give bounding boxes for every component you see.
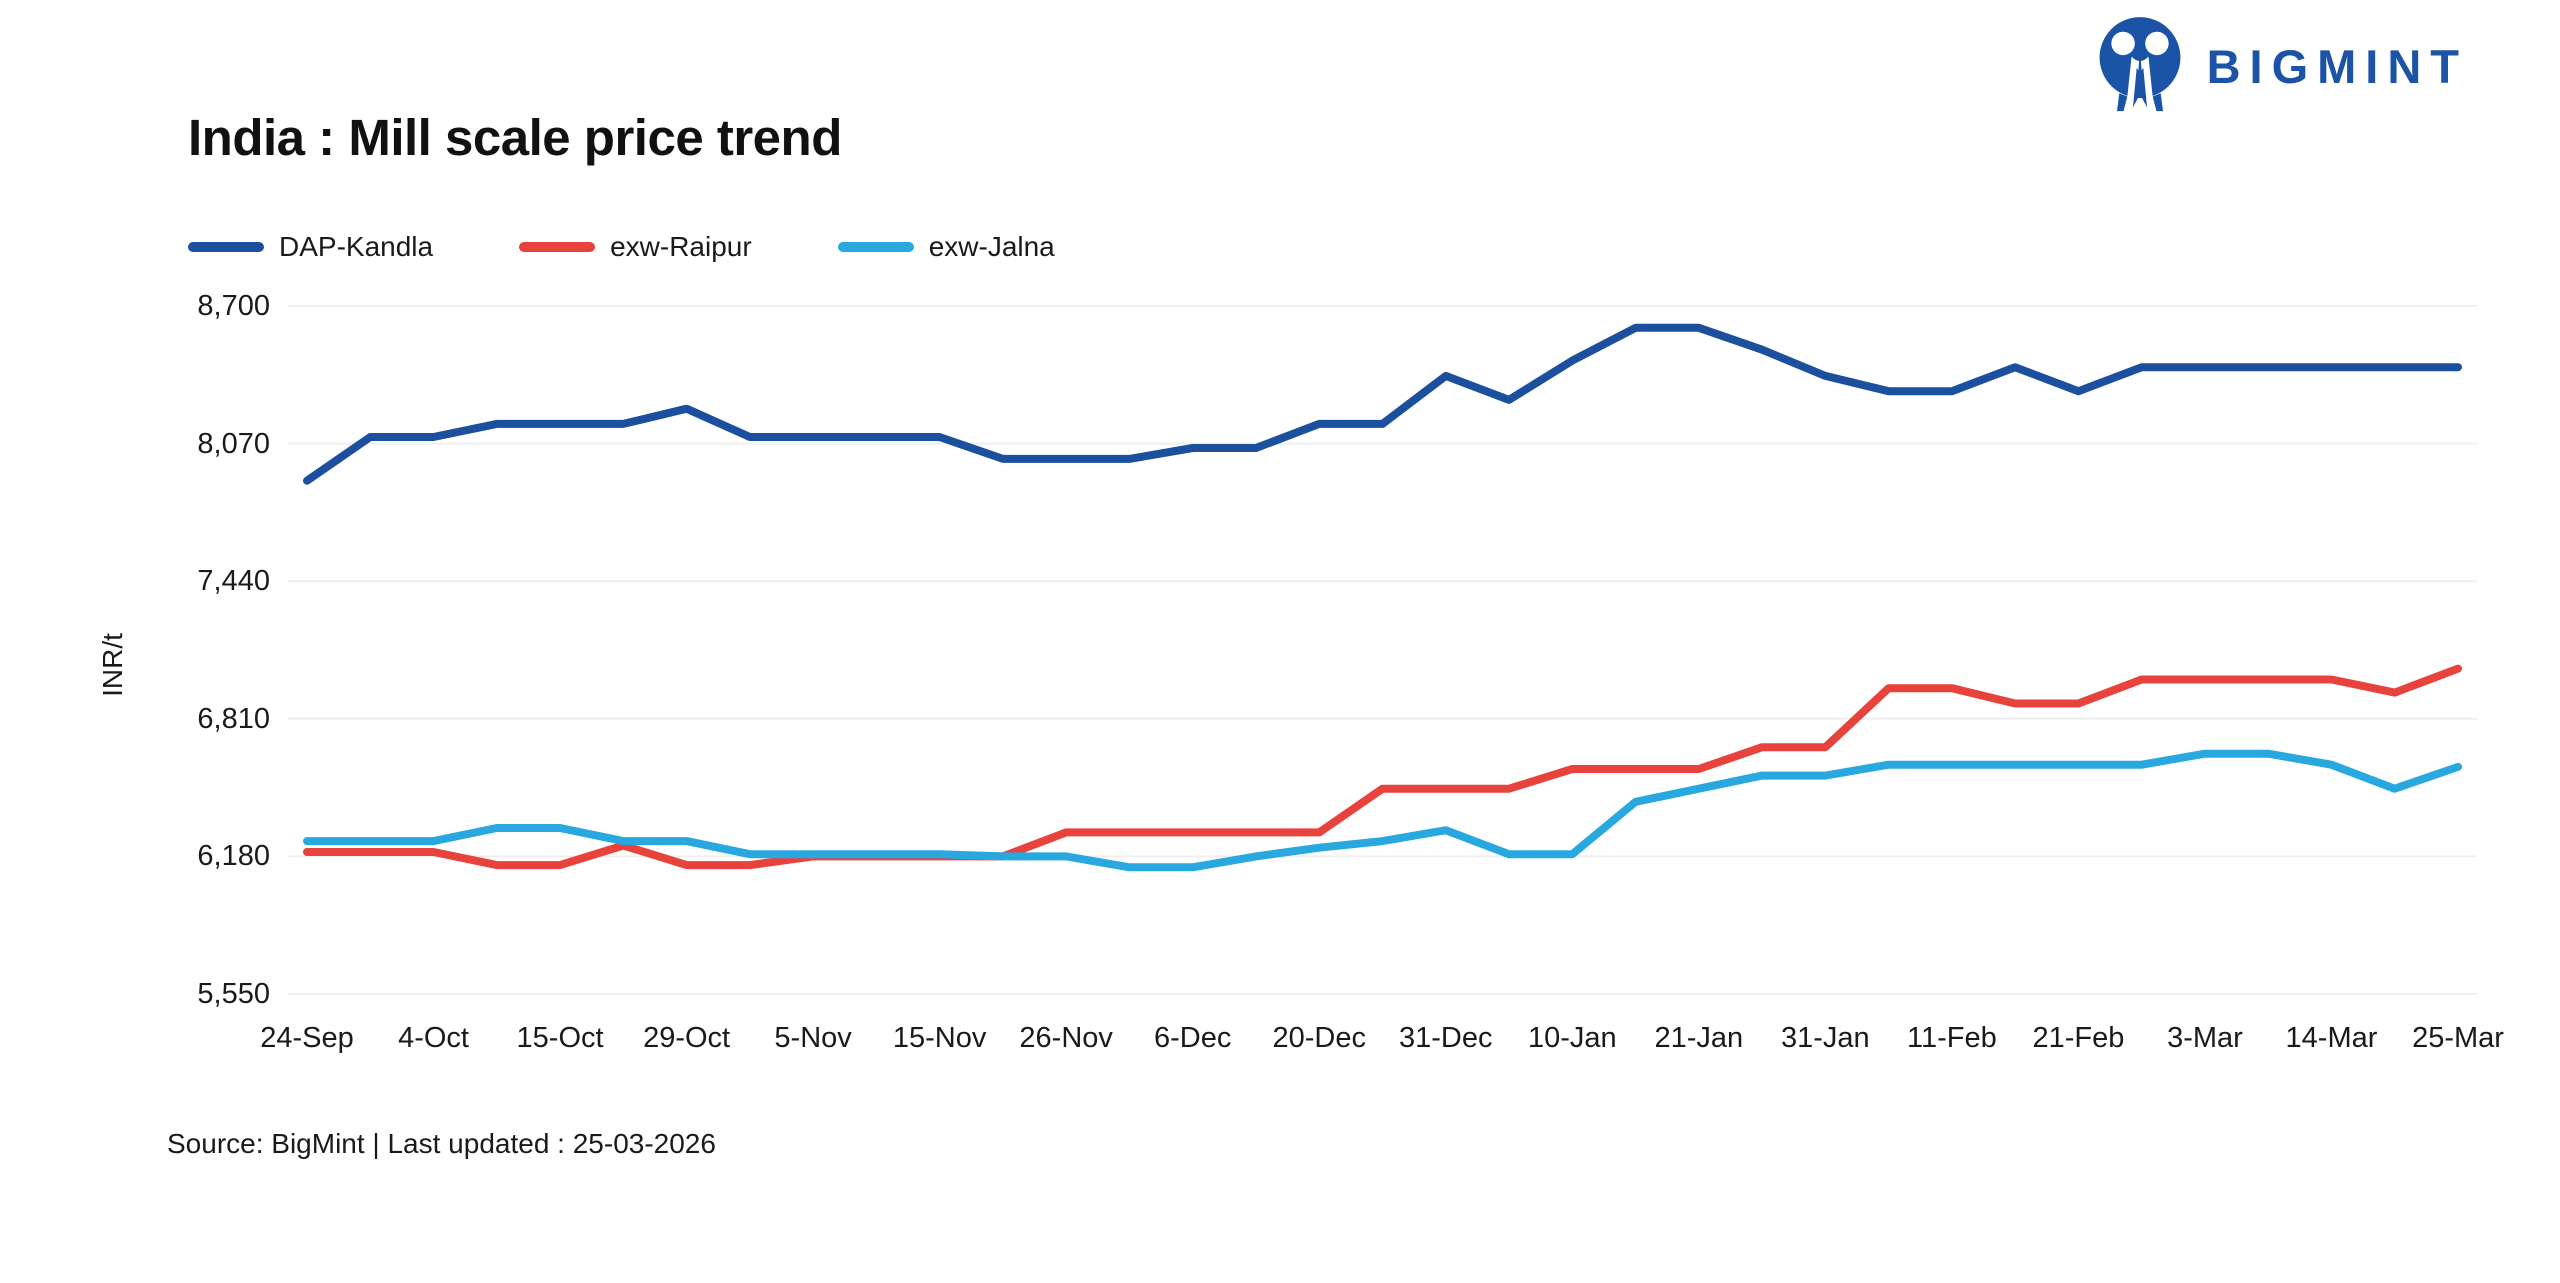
legend-label-dap-kandla: DAP-Kandla [279,231,434,262]
x-tick-label-15-oct: 15-Oct [516,1022,604,1054]
legend-item-exw-raipur: exw-Raipur [519,231,752,263]
bigmint-logo-icon [2099,17,2180,112]
x-tick-label-26-nov: 26-Nov [1019,1022,1113,1054]
x-tick-label-20-dec: 20-Dec [1272,1022,1366,1054]
x-tick-label-31-dec: 31-Dec [1399,1022,1493,1054]
legend-label-exw-raipur: exw-Raipur [610,231,752,262]
y-tick-label-6180: 6,180 [197,840,270,873]
x-tick-label-29-oct: 29-Oct [643,1022,731,1054]
legend-swatch-exw-jalna [837,242,914,252]
x-tick-label-25-mar: 25-Mar [2412,1022,2504,1054]
source-note: Source: BigMint | Last updated : 25-03-2… [167,1128,716,1159]
chart-title: India : Mill scale price trend [188,109,842,166]
x-tick-label-21-feb: 21-Feb [2032,1022,2125,1054]
y-tick-label-6810: 6,810 [197,702,270,735]
legend-swatch-exw-raipur [519,242,596,252]
legend-item-exw-jalna: exw-Jalna [837,231,1055,263]
x-tick-label-10-jan: 10-Jan [1527,1022,1617,1054]
x-tick-label-14-mar: 14-Mar [2285,1022,2378,1054]
chart-legend: DAP-Kandla exw-Raipur exw-Jalna [188,231,1055,263]
legend-swatch-dap-kandla [188,242,264,252]
y-tick-label-5550: 5,550 [197,978,270,1010]
x-tick-label-5-nov: 5-Nov [774,1022,852,1054]
series-line-dap-kandla [303,323,2462,485]
x-tick-label-21-jan: 21-Jan [1654,1022,1744,1054]
legend-label-exw-jalna: exw-Jalna [928,231,1055,262]
x-tick-label-24-sep: 24-Sep [260,1022,354,1054]
brand-logo: BIGMINT [2093,16,2468,116]
x-tick-label-31-jan: 31-Jan [1781,1022,1870,1054]
x-tick-label-3-mar: 3-Mar [2167,1022,2243,1054]
series-line-exw-raipur [303,664,2462,870]
series-line-exw-jalna [303,749,2462,872]
y-tick-label-8700: 8,700 [197,290,270,322]
x-tick-label-4-oct: 4-Oct [398,1022,469,1054]
y-axis-title: INR/t [97,633,128,697]
legend-item-dap-kandla: DAP-Kandla [188,231,433,263]
y-tick-label-8070: 8,070 [197,427,270,460]
x-tick-label-11-feb: 11-Feb [1907,1022,1997,1054]
y-tick-label-7440: 7,440 [197,565,270,598]
brand-logo-text: BIGMINT [2206,39,2468,93]
x-tick-label-15-nov: 15-Nov [892,1022,987,1054]
x-tick-label-6-dec: 6-Dec [1154,1022,1232,1054]
